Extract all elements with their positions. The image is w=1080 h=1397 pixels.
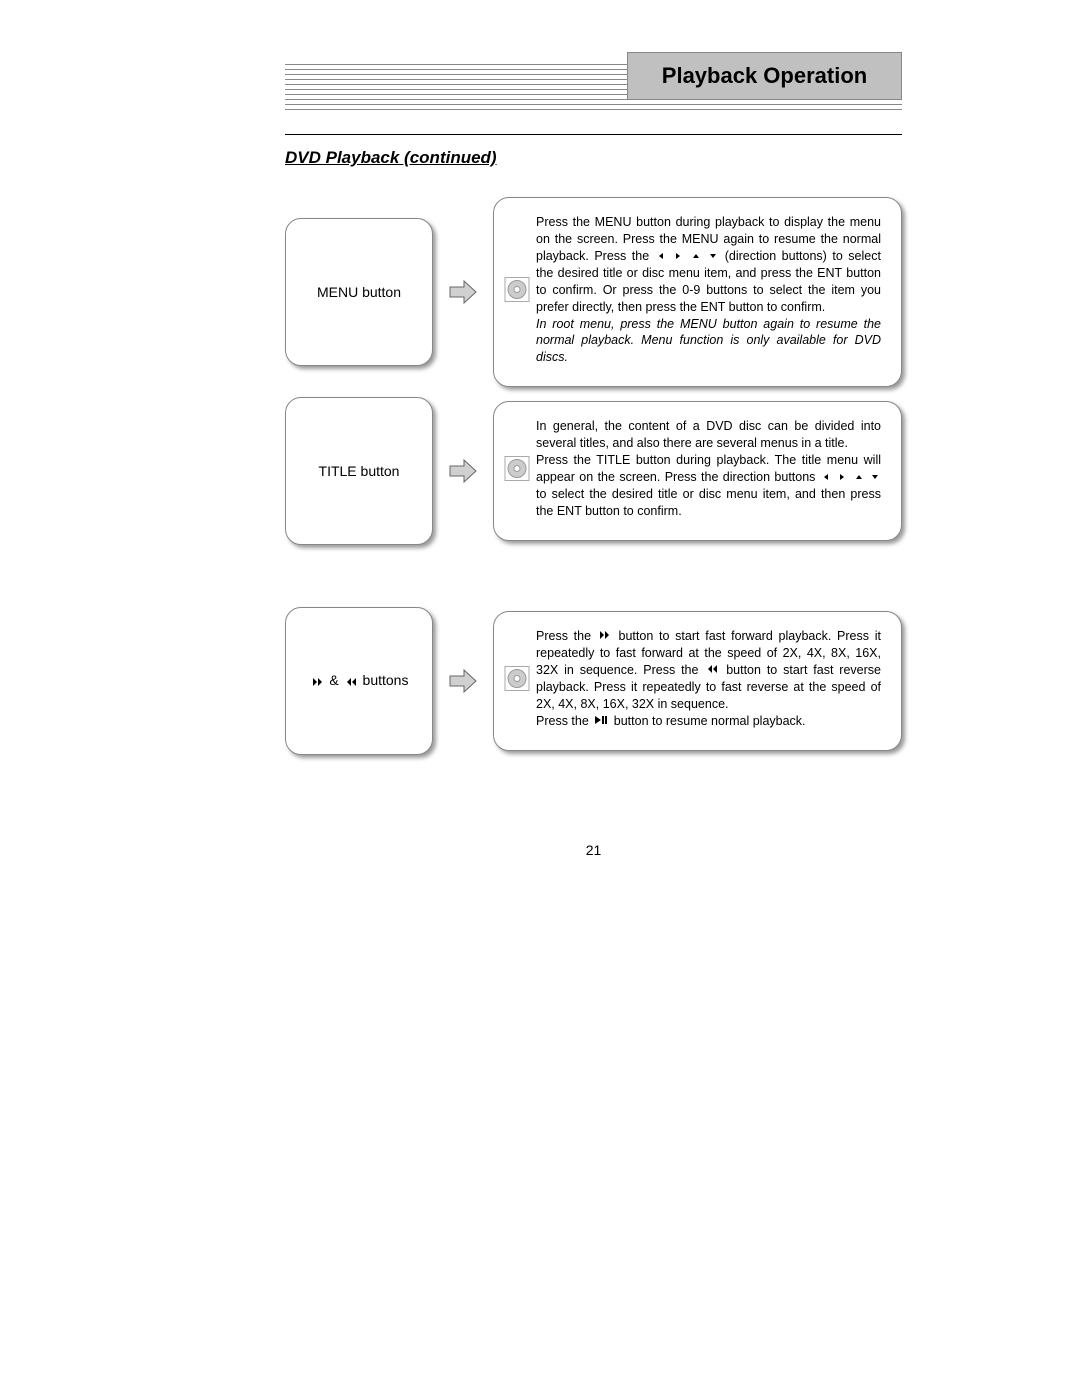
arrow-icon (433, 458, 493, 484)
page-number: 21 (586, 842, 602, 858)
header-title-box: Playback Operation (627, 52, 902, 100)
fast-forward-icon (312, 674, 324, 690)
page-footer: 21 (285, 842, 902, 860)
description-text-menu: Press the MENU button during playback to… (536, 214, 881, 366)
fast-reverse-icon (345, 674, 357, 690)
text-paragraph: In general, the content of a DVD disc ca… (536, 419, 881, 450)
instruction-row-ffrev: & buttons Press the button to start fast… (285, 607, 902, 755)
dvd-disc-icon (504, 455, 530, 486)
text-fragment: & (329, 672, 342, 688)
italic-note: In root menu, press the MENU button agai… (536, 317, 881, 365)
description-text-ffrev: Press the button to start fast forward p… (536, 628, 881, 730)
divider (285, 134, 902, 135)
direction-right-icon (838, 469, 846, 486)
description-box-title: In general, the content of a DVD disc ca… (493, 401, 902, 541)
direction-left-icon (657, 248, 665, 265)
dvd-disc-icon (504, 665, 530, 696)
direction-right-icon (674, 248, 682, 265)
fast-reverse-icon (706, 662, 718, 679)
header-title: Playback Operation (662, 63, 867, 89)
arrow-icon (433, 279, 493, 305)
direction-left-icon (822, 469, 830, 486)
play-pause-icon (594, 713, 608, 730)
text-fragment: button to resume normal playback. (614, 714, 806, 728)
direction-down-icon (709, 248, 717, 265)
label-title: TITLE button (311, 463, 408, 479)
text-fragment: buttons (363, 672, 409, 688)
text-fragment: Press the (536, 714, 592, 728)
section-subtitle: DVD Playback (continued) (285, 148, 497, 168)
label-ffrev: & buttons (302, 672, 417, 689)
dvd-disc-icon (504, 277, 530, 308)
label-menu: MENU button (309, 284, 409, 300)
description-text-title: In general, the content of a DVD disc ca… (536, 418, 881, 520)
instruction-row-title: TITLE button In general, the content of … (285, 397, 902, 545)
direction-up-icon (692, 248, 700, 265)
text-fragment: to select the desired title or disc menu… (536, 487, 881, 518)
instruction-row-menu: MENU button Press the MENU button during… (285, 197, 902, 387)
direction-down-icon (871, 469, 879, 486)
label-box-menu: MENU button (285, 218, 433, 366)
text-fragment: Press the (536, 629, 597, 643)
label-box-title: TITLE button (285, 397, 433, 545)
description-box-menu: Press the MENU button during playback to… (493, 197, 902, 387)
direction-up-icon (855, 469, 863, 486)
fast-forward-icon (599, 628, 611, 645)
label-box-ffrev: & buttons (285, 607, 433, 755)
description-box-ffrev: Press the button to start fast forward p… (493, 611, 902, 751)
arrow-icon (433, 668, 493, 694)
